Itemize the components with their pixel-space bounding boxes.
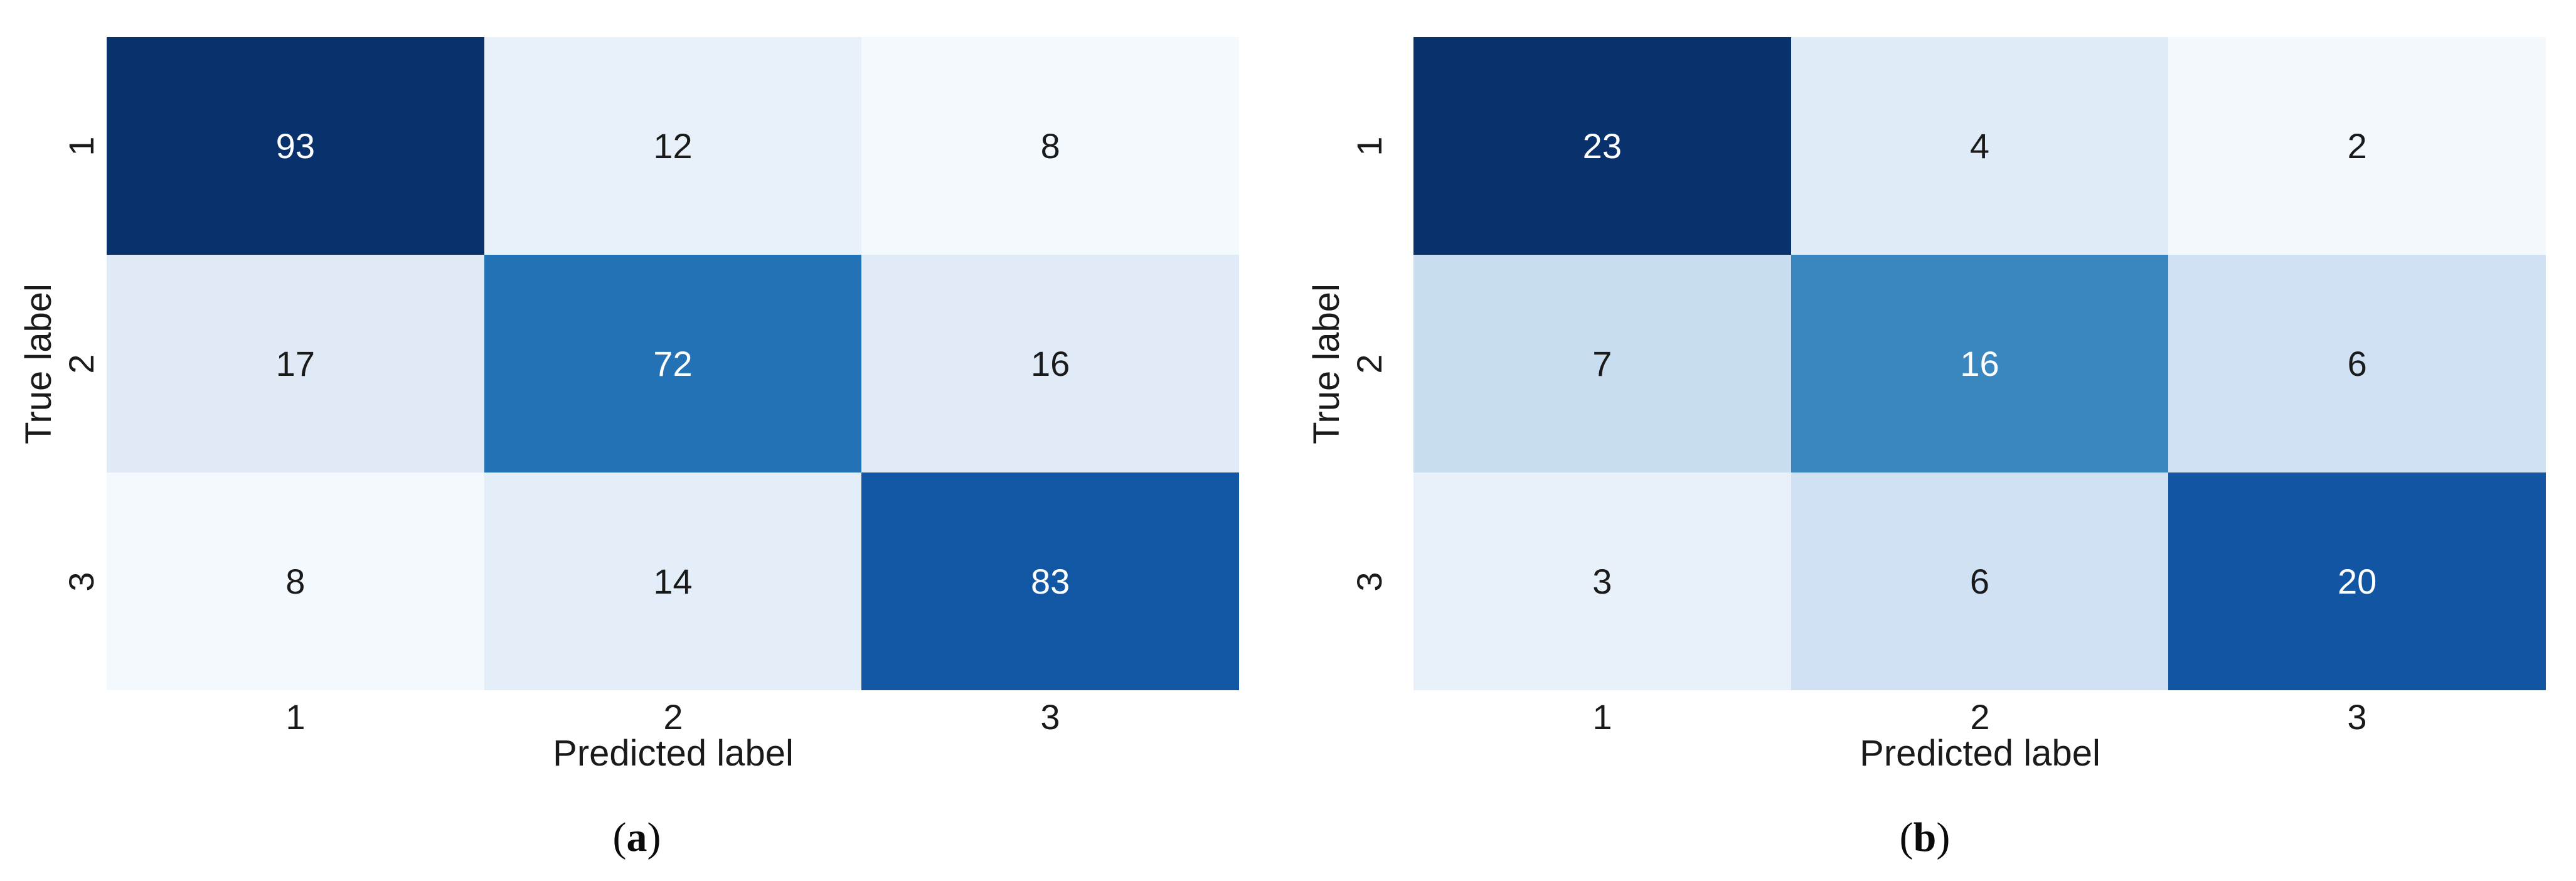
matrix-cell: 7 <box>1413 255 1791 473</box>
matrix-cell: 2 <box>2168 37 2546 255</box>
matrix-cell: 17 <box>107 255 484 473</box>
y-tick-label: 1 <box>61 136 101 156</box>
matrix-cell: 6 <box>1791 473 2169 690</box>
y-tick-label: 2 <box>61 354 101 374</box>
x-axis-label: Predicted label <box>553 733 794 774</box>
x-tick-label: 2 <box>663 697 683 737</box>
matrix-cell: 23 <box>1413 37 1791 255</box>
caption-paren: ( <box>612 814 627 860</box>
y-tick-label: 3 <box>61 572 101 592</box>
confusion-matrix-a: 93 12 8 17 72 16 8 14 83 <box>107 37 1239 690</box>
matrix-cell: 12 <box>484 37 862 255</box>
matrix-cell: 20 <box>2168 473 2546 690</box>
subfigure-caption-b: (b) <box>1900 817 1951 858</box>
y-axis-label: True label <box>1306 284 1347 444</box>
y-tick-label: 2 <box>1349 354 1389 374</box>
x-tick-label: 1 <box>1592 697 1612 737</box>
x-tick-label: 1 <box>285 697 306 737</box>
matrix-cell: 4 <box>1791 37 2169 255</box>
matrix-cell: 14 <box>484 473 862 690</box>
matrix-cell: 16 <box>1791 255 2169 473</box>
x-tick-label: 3 <box>1040 697 1060 737</box>
matrix-cell: 72 <box>484 255 862 473</box>
subfigure-a: True label 1 2 3 93 12 8 17 72 16 8 14 8… <box>18 37 1239 858</box>
caption-letter: b <box>1913 814 1937 860</box>
subfigure-caption-a: (a) <box>613 817 661 858</box>
matrix-cell: 93 <box>107 37 484 255</box>
caption-paren: ( <box>1899 814 1913 860</box>
x-tick-label: 3 <box>2347 697 2367 737</box>
matrix-cell: 16 <box>861 255 1239 473</box>
matrix-cell: 8 <box>107 473 484 690</box>
confusion-matrix-b: 23 4 2 7 16 6 3 6 20 <box>1413 37 2546 690</box>
y-axis-label: True label <box>18 284 59 444</box>
matrix-cell: 6 <box>2168 255 2546 473</box>
x-tick-label: 2 <box>1970 697 1990 737</box>
caption-paren: ) <box>1936 814 1951 860</box>
caption-letter: a <box>626 814 647 860</box>
x-axis-label: Predicted label <box>1860 733 2100 774</box>
matrix-cell: 83 <box>861 473 1239 690</box>
matrix-cell: 8 <box>861 37 1239 255</box>
y-tick-label: 3 <box>1349 572 1389 592</box>
y-tick-label: 1 <box>1349 136 1389 156</box>
caption-paren: ) <box>647 814 661 860</box>
matrix-cell: 3 <box>1413 473 1791 690</box>
subfigure-b: True label 1 2 3 23 4 2 7 16 6 3 6 20 1 … <box>1288 0 2576 881</box>
